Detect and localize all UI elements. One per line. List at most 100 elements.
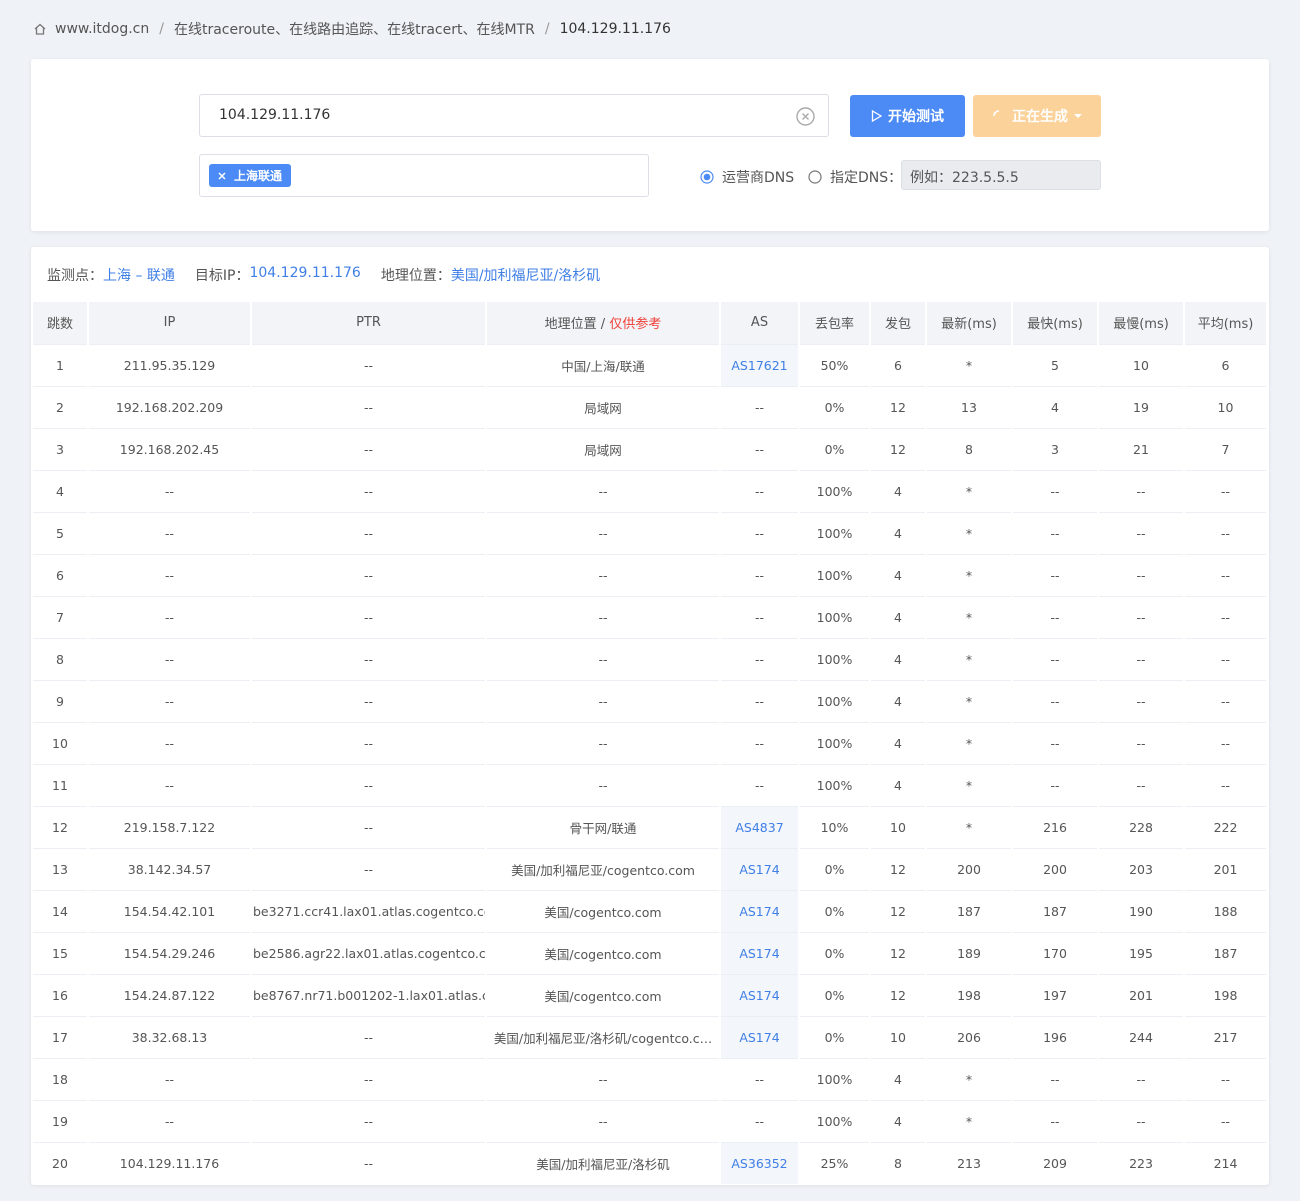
table-cell: 200 <box>1012 847 1099 890</box>
table-cell: -- <box>88 721 252 764</box>
table-cell: -- <box>251 1099 487 1142</box>
table-cell: 10% <box>799 805 871 848</box>
table-cell: 4 <box>870 553 927 596</box>
table-cell: -- <box>1184 637 1268 680</box>
table-cell: -- <box>486 679 721 722</box>
table-cell: 12 <box>870 427 927 470</box>
table-cell: 0% <box>799 973 871 1016</box>
table-cell: 12 <box>870 973 927 1016</box>
as-cell[interactable]: AS36352 <box>720 1141 800 1184</box>
column-header: 发包 <box>870 302 927 344</box>
table-body: 1 211.95.35.129 -- 中国/上海/联通 AS17621 50% 6 * 5 10 6… <box>33 343 1268 1184</box>
table-cell: 美国/cogentco.com <box>486 931 721 974</box>
table-cell: 187 <box>1012 889 1099 932</box>
as-cell: -- <box>720 1099 800 1142</box>
table-cell: -- <box>88 763 252 806</box>
table-cell: 206 <box>926 1015 1013 1058</box>
table-cell: -- <box>486 1099 721 1142</box>
table-cell: * <box>926 1057 1013 1100</box>
table-cell: 美国/加利福尼亚/洛杉矶/cogentco.c… <box>486 1015 721 1058</box>
table-cell: -- <box>1184 469 1268 512</box>
tag-remove[interactable] <box>218 171 226 180</box>
table-cell: -- <box>88 679 252 722</box>
table-cell: -- <box>251 469 487 512</box>
as-cell[interactable]: AS174 <box>720 847 800 890</box>
table-cell: * <box>926 721 1013 764</box>
table-cell: 195 <box>1098 931 1185 974</box>
table-cell: 2 <box>33 385 89 428</box>
table-cell: 10 <box>870 805 927 848</box>
start-label: 开始测试 <box>888 109 944 125</box>
table-cell: -- <box>251 763 487 806</box>
table-cell: -- <box>1098 511 1185 554</box>
table-cell: -- <box>251 427 487 470</box>
as-cell[interactable]: AS174 <box>720 1015 800 1058</box>
radio-unchecked <box>808 170 822 184</box>
column-header: 平均(ms) <box>1184 302 1268 344</box>
generating-button[interactable]: 正在生成 <box>973 95 1101 137</box>
table-cell: -- <box>486 469 721 512</box>
table-cell: -- <box>486 1057 721 1100</box>
crumb-sep: / <box>544 21 550 37</box>
table-cell: 12 <box>33 805 89 848</box>
dns-carrier-option[interactable]: 运营商DNS <box>700 167 794 187</box>
as-cell[interactable]: AS174 <box>720 931 800 974</box>
header-label: 最新(ms) <box>941 317 997 333</box>
table-cell: 4 <box>1012 385 1099 428</box>
table-cell: 4 <box>870 721 927 764</box>
header-label: 丢包率 <box>814 317 854 333</box>
table-cell: 0% <box>799 385 871 428</box>
table-cell: -- <box>1184 763 1268 806</box>
crumb-sep: / <box>159 21 164 37</box>
table-cell: -- <box>1184 511 1268 554</box>
home-icon <box>34 23 46 35</box>
table-cell: 中国/上海/联通 <box>486 343 721 386</box>
table-cell: 100% <box>799 1057 871 1100</box>
crumb-home[interactable]: www.itdog.cn <box>55 21 150 37</box>
column-header: 地理位置 / 仅供参考 <box>486 302 721 344</box>
table-cell: 11 <box>33 763 89 806</box>
table-cell: 216 <box>1012 805 1099 848</box>
header-label: 发包 <box>884 317 911 333</box>
table-cell: 8 <box>33 637 89 680</box>
table-cell: -- <box>486 637 721 680</box>
hop-row: 12 219.158.7.122 -- 骨干网/联通 AS4837 10% 10 * 216 22… <box>33 805 1268 848</box>
target-input[interactable]: 104.129.11.176 <box>199 94 829 137</box>
crumb-tool[interactable]: 在线traceroute、在线路由追踪、在线tracert、在线MTR <box>173 22 535 38</box>
table-cell: 13 <box>33 847 89 890</box>
node-select[interactable]: 上海联通 <box>199 154 649 197</box>
table-cell: 12 <box>870 385 927 428</box>
table-cell: 19 <box>1098 385 1185 428</box>
as-cell[interactable]: AS174 <box>720 889 800 932</box>
table-cell: 5 <box>1012 343 1099 386</box>
table-cell: 10 <box>1098 343 1185 386</box>
hop-row: 9 -- -- -- -- 100% 4 * -- -- -- <box>33 679 1268 722</box>
table-cell: * <box>926 343 1013 386</box>
table-cell: 15 <box>33 931 89 974</box>
header-label: PTR <box>356 315 381 331</box>
table-cell: 4 <box>870 469 927 512</box>
table-cell: 0% <box>799 889 871 932</box>
dns-custom-option[interactable]: 指定DNS： <box>808 167 902 187</box>
table-cell: 192.168.202.45 <box>88 427 252 470</box>
table-cell: 190 <box>1098 889 1185 932</box>
table-cell: -- <box>486 553 721 596</box>
dns-input[interactable]: 例如：223.5.5.5 <box>901 160 1101 190</box>
as-cell[interactable]: AS174 <box>720 973 800 1016</box>
start-button[interactable]: 开始测试 <box>850 95 965 137</box>
table-cell: 228 <box>1098 805 1185 848</box>
table-cell: 154.24.87.122 <box>88 973 252 1016</box>
table-cell: * <box>926 637 1013 680</box>
hop-row: 2 192.168.202.209 -- 局域网 -- 0% 12 13 4 19 10 <box>33 385 1268 428</box>
table-cell: 100% <box>799 763 871 806</box>
table-cell: 187 <box>926 889 1013 932</box>
as-cell[interactable]: AS4837 <box>720 805 800 848</box>
as-cell[interactable]: AS17621 <box>720 343 800 386</box>
table-cell: 4 <box>33 469 89 512</box>
header-label: AS <box>750 315 769 331</box>
ip-value: 104.129.11.176 <box>249 265 361 281</box>
clear-icon[interactable] <box>796 107 815 126</box>
table-cell: -- <box>88 595 252 638</box>
table-cell: -- <box>251 511 487 554</box>
table-cell: 100% <box>799 553 871 596</box>
